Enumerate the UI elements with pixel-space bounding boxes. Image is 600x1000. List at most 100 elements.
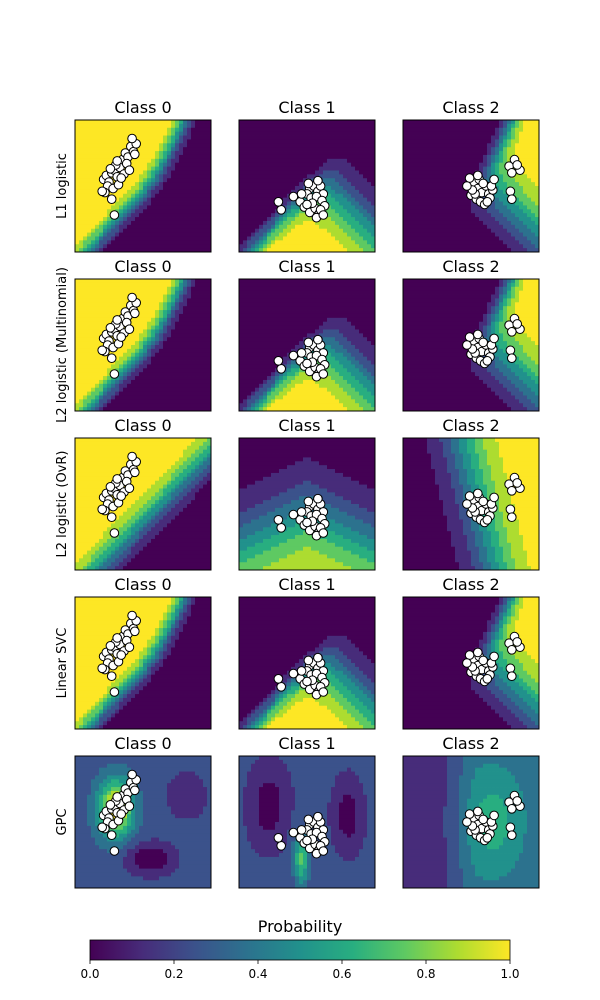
contour-cell — [523, 166, 528, 171]
contour-cell — [171, 143, 176, 148]
contour-cell — [407, 189, 412, 195]
contour-cell — [523, 143, 528, 148]
contour-cell — [115, 131, 120, 136]
contour-cell — [107, 224, 112, 230]
contour-cell — [155, 391, 160, 396]
contour-cell — [319, 244, 324, 249]
contour-cell — [335, 201, 340, 206]
contour-cell — [367, 162, 372, 167]
contour-cell — [479, 220, 484, 226]
contour-cell — [255, 337, 260, 342]
contour-cell — [283, 236, 288, 241]
contour-cell — [475, 213, 480, 218]
contour-cell — [131, 186, 136, 191]
contour-cell — [155, 248, 160, 253]
contour-cell — [183, 286, 188, 292]
contour-cell — [435, 228, 440, 233]
contour-cell — [251, 399, 256, 404]
contour-cell — [147, 321, 152, 326]
contour-cell — [83, 387, 88, 392]
contour-cell — [119, 379, 124, 385]
contour-cell — [411, 143, 416, 148]
contour-cell — [135, 131, 140, 136]
contour-cell — [87, 329, 92, 334]
contour-cell — [135, 329, 140, 334]
contour-cell — [107, 399, 112, 404]
contour-cell — [263, 290, 268, 295]
contour-cell — [415, 120, 420, 125]
contour-cell — [151, 379, 156, 385]
contour-cell — [151, 321, 156, 326]
contour-cell — [339, 248, 344, 253]
contour-cell — [263, 364, 268, 369]
contour-cell — [203, 286, 208, 292]
contour-cell — [183, 189, 188, 195]
contour-cell — [171, 154, 176, 160]
contour-cell — [127, 201, 132, 206]
contour-cell — [407, 131, 412, 136]
contour-cell — [171, 232, 176, 237]
contour-cell — [203, 205, 208, 210]
contour-cell — [519, 143, 524, 148]
contour-cell — [151, 151, 156, 156]
contour-cell — [275, 151, 280, 156]
contour-cell — [259, 127, 264, 133]
contour-cell — [123, 232, 128, 237]
contour-cell — [459, 217, 464, 222]
contour-cell — [347, 193, 352, 199]
contour-cell — [339, 205, 344, 210]
contour-cell — [523, 170, 528, 175]
contour-cell — [107, 232, 112, 237]
contour-cell — [255, 127, 260, 133]
contour-cell — [523, 220, 528, 226]
contour-cell — [527, 135, 532, 140]
contour-cell — [95, 325, 100, 330]
contour-cell — [527, 205, 532, 210]
contour-cell — [239, 143, 244, 148]
contour-cell — [279, 123, 284, 129]
contour-cell — [135, 170, 140, 175]
contour-cell — [535, 193, 540, 199]
contour-cell — [99, 325, 104, 330]
contour-cell — [479, 162, 484, 167]
contour-cell — [191, 228, 196, 233]
contour-cell — [251, 170, 256, 175]
contour-cell — [303, 220, 308, 226]
contour-cell — [175, 302, 180, 307]
contour-cell — [495, 240, 500, 245]
contour-cell — [239, 302, 244, 307]
contour-cell — [147, 286, 152, 292]
contour-cell — [363, 220, 368, 226]
contour-cell — [255, 321, 260, 326]
contour-cell — [147, 166, 152, 171]
contour-cell — [287, 240, 292, 245]
contour-cell — [407, 213, 412, 218]
contour-cell — [487, 213, 492, 218]
contour-cell — [111, 298, 116, 303]
contour-cell — [459, 205, 464, 210]
contour-cell — [535, 182, 540, 187]
contour-cell — [247, 166, 252, 171]
contour-cell — [143, 313, 148, 319]
contour-cell — [171, 209, 176, 214]
contour-cell — [487, 139, 492, 144]
contour-cell — [139, 189, 144, 195]
contour-cell — [335, 220, 340, 226]
contour-cell — [103, 407, 108, 412]
contour-cell — [515, 151, 520, 156]
contour-cell — [239, 279, 244, 284]
contour-cell — [311, 232, 316, 237]
contour-cell — [115, 376, 120, 381]
contour-cell — [343, 248, 348, 253]
contour-cell — [191, 403, 196, 408]
contour-cell — [83, 279, 88, 284]
contour-cell — [531, 220, 536, 226]
contour-cell — [343, 228, 348, 233]
contour-cell — [259, 356, 264, 361]
contour-cell — [267, 151, 272, 156]
contour-cell — [155, 376, 160, 381]
contour-cell — [87, 333, 92, 338]
contour-cell — [203, 341, 208, 346]
contour-cell — [491, 209, 496, 214]
contour-cell — [435, 143, 440, 148]
